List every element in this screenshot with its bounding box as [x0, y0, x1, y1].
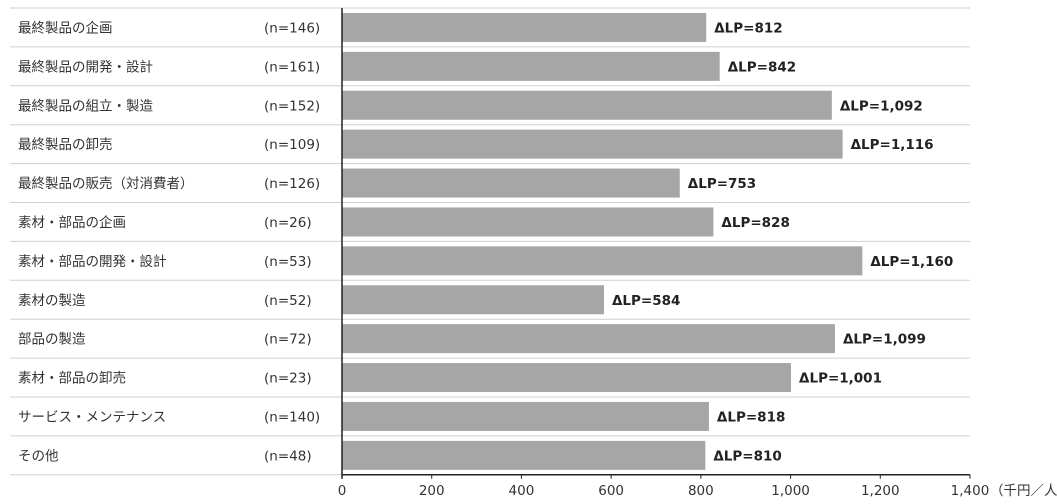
x-tick-label: 400	[509, 483, 535, 499]
sample-size-label: (n=26)	[264, 215, 312, 231]
sample-size-label: (n=161)	[264, 59, 320, 75]
sample-size-label: (n=126)	[264, 176, 320, 192]
value-label: ΔLP=753	[688, 176, 756, 192]
x-tick-label: 1,400	[951, 483, 990, 499]
category-label: 最終製品の販売（対消費者）	[18, 176, 194, 192]
x-tick-label: 1,000	[771, 483, 810, 499]
bar	[342, 285, 604, 315]
bar	[342, 401, 709, 431]
bar	[342, 168, 680, 198]
bar	[342, 324, 835, 354]
bar	[342, 12, 707, 42]
value-label: ΔLP=584	[612, 293, 680, 309]
sample-size-label: (n=72)	[264, 332, 312, 348]
value-label: ΔLP=1,001	[799, 371, 882, 387]
x-unit-label: （千円／人）	[990, 483, 1057, 499]
category-label: 最終製品の組立・製造	[18, 98, 153, 114]
sample-size-label: (n=109)	[264, 137, 320, 153]
sample-size-label: (n=152)	[264, 98, 320, 114]
sample-size-labels: (n=146) (n=161) (n=152) (n=109) (n=126) (n=26…	[264, 20, 320, 464]
value-label: ΔLP=818	[717, 409, 785, 425]
category-label: その他	[18, 448, 59, 464]
x-tick-label: 200	[419, 483, 445, 499]
bars	[342, 12, 863, 470]
x-tick-labels: 0 200 400 600 800 1,000 1,200 1,400（千円／人）	[338, 474, 1057, 499]
sample-size-label: (n=140)	[264, 409, 320, 425]
category-label: 素材・部品の企画	[18, 214, 126, 231]
value-label: ΔLP=1,116	[851, 137, 934, 153]
sample-size-label: (n=23)	[264, 371, 312, 387]
value-label: ΔLP=842	[728, 59, 796, 75]
category-label: 最終製品の企画	[18, 19, 113, 36]
category-label: サービス・メンテナンス	[18, 409, 166, 425]
value-label: ΔLP=810	[713, 448, 781, 464]
sample-size-label: (n=48)	[264, 448, 312, 464]
value-label: ΔLP=812	[714, 20, 782, 36]
category-label: 最終製品の卸売	[18, 137, 113, 153]
bar	[342, 207, 714, 237]
sample-size-label: (n=146)	[264, 20, 320, 36]
value-label: ΔLP=1,099	[843, 332, 926, 348]
bar	[342, 90, 832, 120]
x-tick-label: 0	[338, 483, 347, 499]
sample-size-label: (n=52)	[264, 293, 312, 309]
bar	[342, 440, 706, 470]
x-tick-label: 800	[688, 483, 714, 499]
category-label: 部品の製造	[18, 332, 86, 348]
bar	[342, 246, 863, 276]
value-label: ΔLP=1,160	[870, 254, 953, 270]
sample-size-label: (n=53)	[264, 254, 312, 270]
bar	[342, 129, 843, 159]
category-labels: 最終製品の企画最終製品の開発・設計最終製品の組立・製造最終製品の卸売最終製品の販…	[18, 19, 194, 464]
category-label: 最終製品の開発・設計	[18, 59, 153, 75]
axes	[341, 8, 970, 479]
bar	[342, 51, 720, 81]
x-tick-label: 1,200	[861, 483, 900, 499]
x-tick-label: 600	[598, 483, 624, 499]
bar	[342, 363, 792, 393]
category-label: 素材の製造	[18, 293, 86, 309]
category-label: 素材・部品の開発・設計	[18, 254, 167, 270]
category-label: 素材・部品の卸売	[18, 371, 126, 387]
value-labels: ΔLP=812 ΔLP=842 ΔLP=1,092 ΔLP=1,116 ΔLP=753 Δ…	[612, 20, 953, 464]
value-label: ΔLP=828	[721, 215, 789, 231]
value-label: ΔLP=1,092	[840, 98, 923, 114]
